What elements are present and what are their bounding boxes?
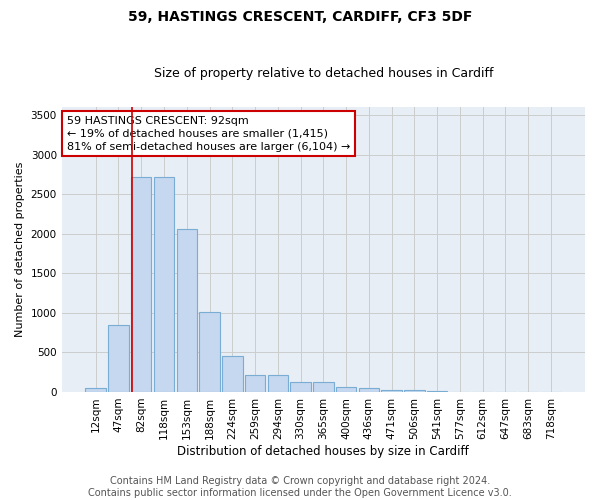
Bar (336, 387, 356, 392)
Bar (222, 356, 242, 392)
Bar (176, 229, 197, 392)
Bar (154, 176, 174, 392)
Bar (245, 375, 265, 392)
Bar (404, 390, 425, 392)
Bar (131, 176, 151, 392)
Bar (85, 388, 106, 392)
Text: 59, HASTINGS CRESCENT, CARDIFF, CF3 5DF: 59, HASTINGS CRESCENT, CARDIFF, CF3 5DF (128, 10, 472, 24)
X-axis label: Distribution of detached houses by size in Cardiff: Distribution of detached houses by size … (178, 444, 469, 458)
Text: 59 HASTINGS CRESCENT: 92sqm
← 19% of detached houses are smaller (1,415)
81% of : 59 HASTINGS CRESCENT: 92sqm ← 19% of det… (67, 116, 350, 152)
Bar (290, 382, 311, 392)
Text: Contains HM Land Registry data © Crown copyright and database right 2024.
Contai: Contains HM Land Registry data © Crown c… (88, 476, 512, 498)
Y-axis label: Number of detached properties: Number of detached properties (15, 162, 25, 337)
Title: Size of property relative to detached houses in Cardiff: Size of property relative to detached ho… (154, 66, 493, 80)
Bar (427, 391, 448, 392)
Bar (268, 376, 288, 392)
Bar (359, 388, 379, 392)
Bar (108, 324, 129, 392)
Bar (199, 312, 220, 392)
Bar (382, 390, 402, 392)
Bar (313, 382, 334, 392)
